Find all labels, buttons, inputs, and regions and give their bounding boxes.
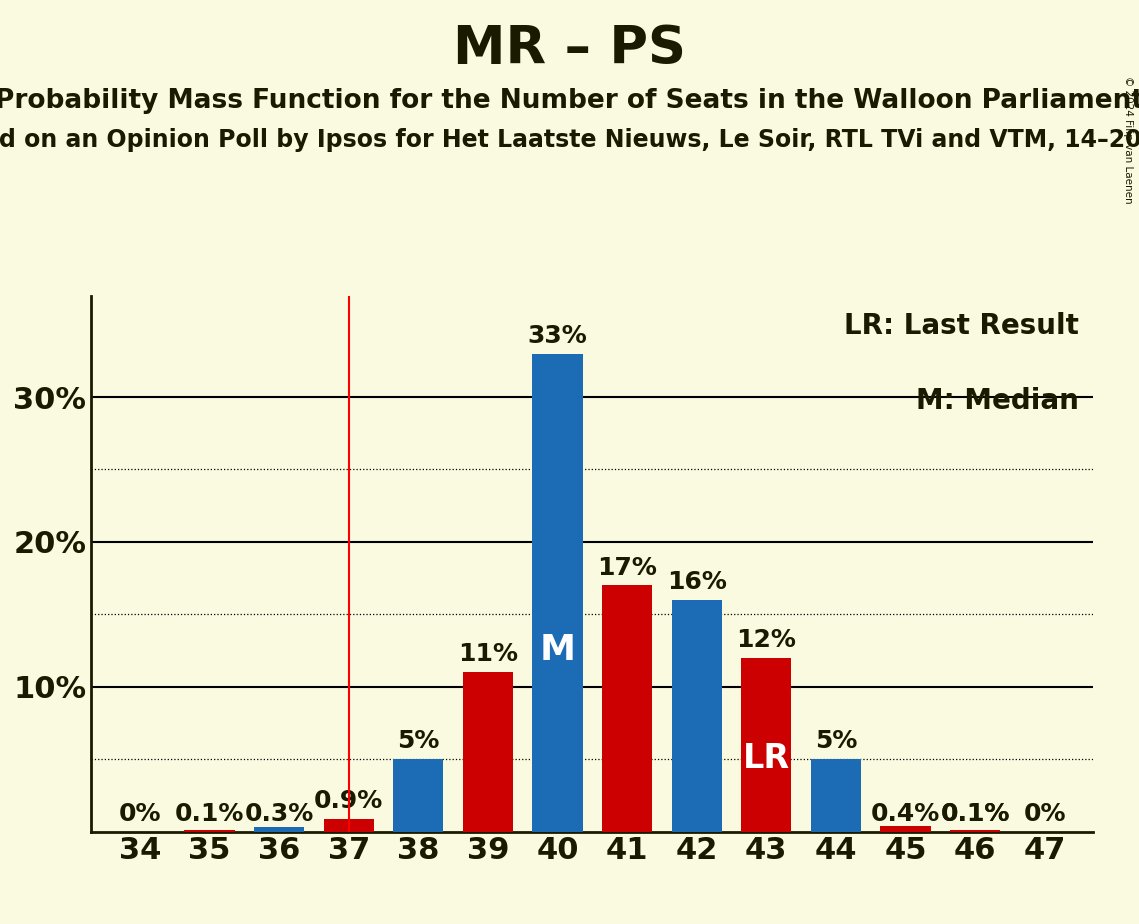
- Text: 0.4%: 0.4%: [871, 802, 940, 826]
- Text: LR: LR: [743, 742, 789, 775]
- Text: M: Median: M: Median: [916, 387, 1079, 415]
- Text: 17%: 17%: [597, 555, 657, 579]
- Bar: [323, 819, 374, 832]
- Text: 11%: 11%: [458, 642, 518, 666]
- Text: Probability Mass Function for the Number of Seats in the Walloon Parliament: Probability Mass Function for the Number…: [0, 88, 1139, 114]
- Bar: [462, 673, 513, 832]
- Bar: [880, 826, 931, 832]
- Text: 5%: 5%: [814, 729, 857, 753]
- Bar: [603, 586, 653, 832]
- Bar: [811, 760, 861, 832]
- Text: 0.1%: 0.1%: [174, 802, 244, 826]
- Bar: [185, 830, 235, 832]
- Bar: [393, 760, 443, 832]
- Text: 0.9%: 0.9%: [314, 789, 384, 813]
- Text: MR – PS: MR – PS: [453, 23, 686, 75]
- Text: 33%: 33%: [527, 323, 588, 347]
- Text: © 2024 Filip van Laenen: © 2024 Filip van Laenen: [1123, 76, 1133, 203]
- Text: 0.1%: 0.1%: [941, 802, 1010, 826]
- Bar: [741, 658, 792, 832]
- Text: 5%: 5%: [398, 729, 440, 753]
- Text: 0%: 0%: [118, 802, 161, 826]
- Text: 0.3%: 0.3%: [245, 802, 313, 826]
- Text: 12%: 12%: [736, 628, 796, 652]
- Bar: [532, 354, 582, 832]
- Text: 0.1%: 0.1%: [941, 802, 1010, 826]
- Bar: [950, 830, 1000, 832]
- Bar: [672, 600, 722, 832]
- Text: M: M: [540, 633, 575, 667]
- Text: 0%: 0%: [1024, 802, 1066, 826]
- Bar: [950, 830, 1000, 832]
- Bar: [254, 827, 304, 832]
- Text: 16%: 16%: [666, 570, 727, 594]
- Bar: [323, 819, 374, 832]
- Text: Based on an Opinion Poll by Ipsos for Het Laatste Nieuws, Le Soir, RTL TVi and V: Based on an Opinion Poll by Ipsos for He…: [0, 128, 1139, 152]
- Text: LR: Last Result: LR: Last Result: [844, 311, 1079, 340]
- Bar: [185, 830, 235, 832]
